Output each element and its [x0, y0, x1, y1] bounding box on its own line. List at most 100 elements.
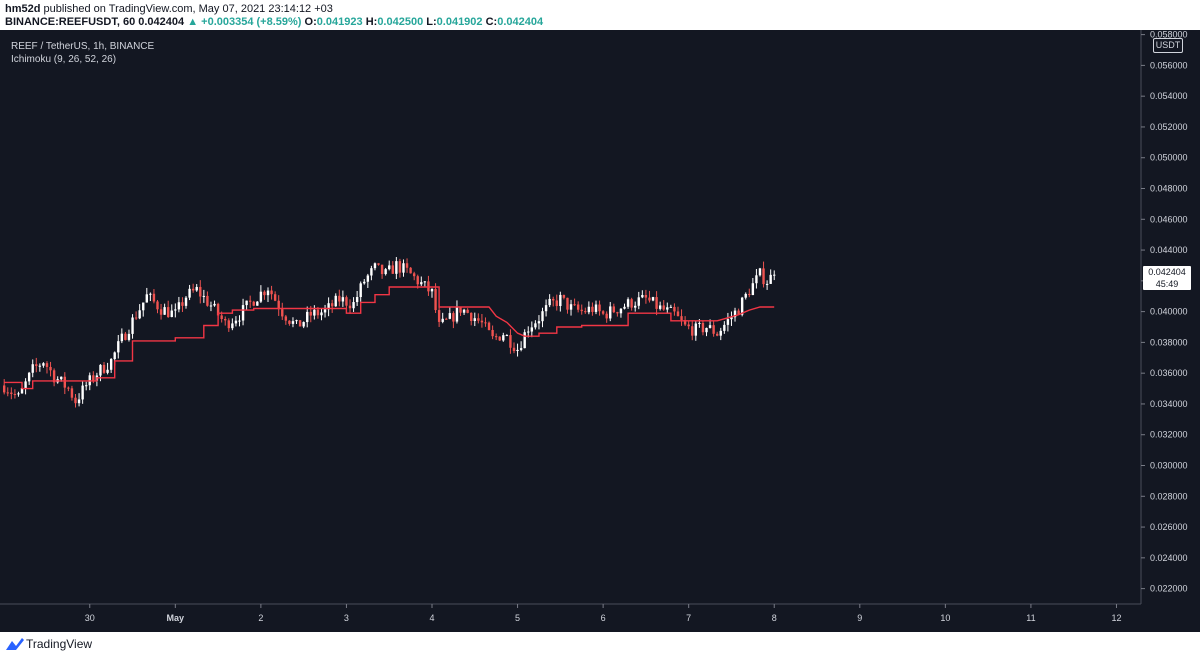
open-value: 0.041923	[316, 16, 363, 28]
high-label: H:	[365, 16, 378, 28]
candle	[733, 307, 737, 322]
candle	[359, 281, 362, 302]
candle	[609, 301, 612, 322]
candle	[330, 299, 334, 313]
current-price-label: 0.042404 45:49	[1143, 266, 1191, 290]
header: hm52d published on TradingView.com, May …	[0, 0, 1200, 30]
candle	[42, 362, 45, 368]
candle	[487, 321, 491, 331]
candle	[117, 335, 120, 359]
candle	[266, 287, 270, 303]
candle	[177, 296, 181, 313]
candle	[616, 311, 619, 317]
price-axis[interactable]: 0.058000 0.056000 0.054000 0.052000 0.050000…	[1141, 30, 1188, 594]
candle	[145, 287, 148, 303]
open-label: O:	[304, 16, 317, 28]
candle	[395, 257, 398, 280]
candle	[630, 297, 633, 311]
candle	[651, 296, 655, 302]
price-chart[interactable]: 0.058000 0.056000 0.054000 0.052000 0.050000…	[0, 30, 1200, 632]
legend-indicator[interactable]: Ichimoku (9, 26, 52, 26)	[11, 54, 117, 65]
x-tick-label: 5	[515, 613, 520, 623]
candle	[291, 317, 295, 328]
candle	[480, 314, 484, 328]
candle	[77, 393, 81, 407]
bar-countdown: 45:49	[1155, 279, 1179, 289]
candle	[509, 329, 512, 354]
candle	[576, 301, 580, 313]
candle	[641, 290, 644, 299]
y-tick-label: 0.038000	[1150, 337, 1188, 347]
candle	[555, 294, 558, 311]
last-price: 0.042404	[138, 16, 185, 28]
candle	[673, 303, 676, 316]
candle	[202, 289, 206, 303]
candle	[427, 275, 430, 296]
candle	[462, 308, 466, 315]
candle	[519, 341, 523, 352]
candle	[559, 291, 562, 312]
symbol-label: BINANCE:REEFUSDT, 60	[5, 16, 136, 28]
candle	[541, 307, 544, 328]
candle	[81, 381, 84, 404]
candle	[195, 284, 198, 292]
candle	[199, 280, 202, 304]
y-tick-label: 0.026000	[1150, 522, 1188, 532]
low-label: L:	[426, 16, 437, 28]
candle	[562, 294, 566, 300]
currency-label[interactable]: USDT	[1153, 38, 1183, 53]
candle	[765, 280, 769, 290]
candle	[174, 303, 177, 318]
candle	[159, 303, 163, 320]
tradingview-brand[interactable]: TradingView	[26, 637, 93, 651]
candle	[67, 386, 70, 392]
y-tick-label: 0.048000	[1150, 184, 1188, 194]
candle	[184, 296, 188, 309]
candle	[191, 283, 195, 293]
x-tick-label: 2	[258, 613, 263, 623]
candle	[584, 307, 587, 314]
candle	[131, 314, 134, 339]
candle	[352, 297, 355, 312]
candle	[284, 314, 288, 325]
author-name[interactable]: hm52d	[5, 3, 41, 15]
candle	[637, 291, 640, 310]
candle	[355, 290, 359, 306]
candle	[24, 378, 27, 395]
candle	[142, 302, 145, 317]
candle	[548, 294, 551, 308]
chart-area[interactable]: 0.058000 0.056000 0.054000 0.052000 0.050000…	[0, 30, 1200, 632]
candle	[491, 325, 494, 340]
candle	[484, 317, 487, 327]
candle	[313, 305, 316, 320]
candle	[341, 290, 345, 307]
candle	[49, 361, 52, 377]
time-axis[interactable]: 30 May 2 3 4 5 6 7 8 9 10 11 12	[85, 604, 1122, 623]
candle	[466, 308, 469, 314]
legend-title[interactable]: REEF / TetherUS, 1h, BINANCE	[11, 41, 155, 52]
candle	[516, 343, 519, 357]
candle	[751, 277, 755, 296]
candle	[434, 283, 437, 314]
candle	[626, 297, 630, 309]
candle	[181, 297, 184, 312]
candle	[448, 306, 452, 320]
candle	[569, 299, 573, 316]
y-tick-label: 0.030000	[1150, 461, 1188, 471]
candle	[241, 298, 245, 326]
candle	[70, 385, 74, 401]
candle	[680, 309, 683, 326]
y-tick-label: 0.024000	[1150, 553, 1188, 563]
candle	[259, 285, 263, 303]
y-tick-label: 0.056000	[1150, 60, 1188, 70]
candle	[744, 292, 747, 300]
candle	[687, 320, 690, 330]
high-value: 0.042500	[377, 16, 424, 28]
y-tick-label: 0.028000	[1150, 491, 1188, 501]
candle	[238, 315, 241, 327]
candle	[348, 299, 352, 314]
y-tick-label: 0.034000	[1150, 399, 1188, 409]
candle	[84, 381, 88, 391]
candle	[523, 329, 526, 349]
candle	[124, 331, 127, 341]
